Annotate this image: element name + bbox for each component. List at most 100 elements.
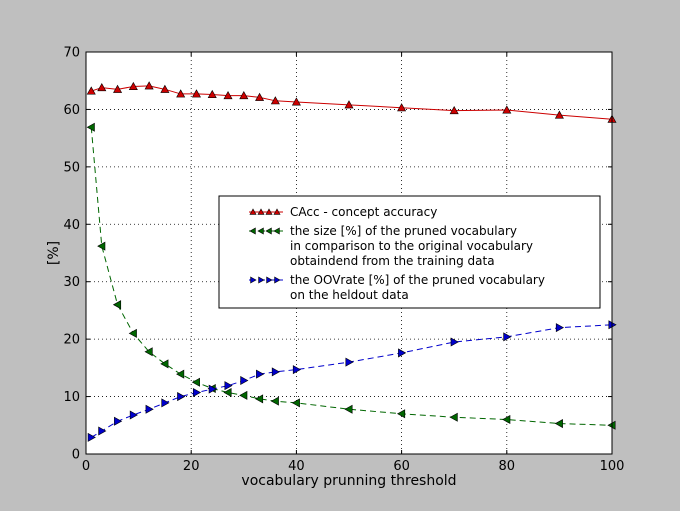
data-point-marker	[449, 105, 459, 115]
x-tick-label: 80	[499, 459, 516, 474]
legend-label: on the heldout data	[290, 288, 409, 302]
data-point-marker	[223, 91, 233, 100]
legend-entry-3: the OOVrate [%] of the pruned vocabulary…	[249, 273, 545, 302]
data-point-marker	[344, 404, 353, 414]
axis-ticks: 0 20 40 60 80 100 0 10 20 30 40 50 60 70	[63, 46, 624, 475]
y-tick-label: 40	[63, 218, 80, 233]
legend-entry-2: the size [%] of the pruned vocabularyin …	[249, 224, 533, 268]
legend-label: obtaindend from the training data	[290, 254, 495, 268]
data-point-marker	[345, 357, 354, 367]
data-point-marker	[128, 328, 137, 338]
data-point-marker	[555, 323, 565, 333]
data-point-marker	[160, 84, 170, 93]
series-line	[91, 85, 613, 120]
data-point-marker	[503, 332, 512, 342]
data-point-marker	[270, 396, 279, 406]
data-point-marker	[554, 110, 564, 119]
data-point-marker	[256, 369, 265, 379]
legend-marker	[250, 276, 257, 284]
y-tick-label: 50	[63, 160, 80, 175]
y-tick-label: 20	[63, 333, 80, 348]
data-point-marker	[128, 81, 138, 90]
legend-marker	[265, 208, 273, 215]
legend-label: CAcc - concept accuracy	[290, 205, 437, 219]
legend-marker	[273, 227, 280, 235]
data-point-marker	[144, 347, 153, 357]
data-point-marker	[97, 241, 106, 251]
data-point-marker	[207, 89, 217, 98]
legend-marker	[274, 276, 281, 284]
data-point-marker	[161, 398, 170, 408]
series-2	[86, 122, 616, 430]
legend-marker	[266, 276, 273, 284]
data-point-marker	[502, 415, 511, 425]
x-tick-label: 60	[393, 459, 410, 474]
y-tick-label: 0	[72, 448, 80, 463]
data-point-marker	[112, 300, 122, 310]
legend-box	[218, 195, 601, 309]
legend-label: the OOVrate [%] of the pruned vocabulary	[290, 273, 545, 287]
data-point-marker	[344, 100, 354, 109]
legend-marker	[249, 227, 256, 235]
legend-marker	[249, 208, 257, 215]
data-point-marker	[450, 337, 459, 347]
data-point-marker	[191, 89, 201, 98]
legend-marker	[258, 276, 265, 284]
legend: CAcc - concept accuracy the size [%] of t…	[218, 195, 601, 309]
data-point-marker	[145, 404, 154, 414]
data-point-marker	[291, 398, 300, 408]
legend-entry-1: CAcc - concept accuracy	[249, 205, 437, 219]
data-point-marker	[114, 416, 123, 426]
x-tick-label: 40	[288, 459, 305, 474]
data-point-marker	[398, 348, 407, 358]
legend-label: in comparison to the original vocabulary	[290, 239, 533, 253]
data-point-marker	[113, 84, 123, 93]
data-point-marker	[176, 89, 186, 98]
data-point-marker	[223, 388, 232, 398]
x-tick-label: 100	[600, 459, 625, 474]
y-tick-label: 30	[63, 275, 80, 290]
x-tick-label: 0	[82, 459, 90, 474]
data-point-marker	[396, 409, 406, 419]
data-point-marker	[239, 91, 249, 100]
data-point-marker	[270, 96, 280, 105]
data-point-marker	[86, 122, 95, 132]
data-point-marker	[271, 367, 280, 377]
data-point-marker	[397, 103, 407, 112]
legend-marker	[273, 208, 281, 215]
x-tick-label: 20	[183, 459, 200, 474]
data-point-marker	[97, 82, 107, 92]
data-point-marker	[291, 97, 301, 106]
data-point-marker	[449, 412, 458, 422]
y-tick-label: 10	[63, 390, 80, 405]
data-point-marker	[208, 384, 217, 394]
data-point-marker	[160, 359, 169, 369]
data-point-marker	[554, 419, 563, 429]
y-tick-label: 60	[63, 103, 80, 118]
data-point-marker	[254, 394, 264, 404]
data-point-marker	[129, 410, 138, 420]
legend-marker	[265, 227, 272, 235]
data-point-marker	[224, 381, 233, 391]
data-point-marker	[86, 86, 96, 95]
data-point-marker	[87, 432, 96, 442]
x-axis-label: vocabulary prunning threshold	[241, 473, 456, 489]
y-tick-label: 70	[63, 46, 80, 61]
plot-frame	[85, 51, 613, 455]
data-point-marker	[240, 375, 249, 385]
legend-marker	[257, 208, 265, 215]
series-3	[87, 320, 617, 442]
data-point-marker	[177, 392, 186, 402]
data-point-marker	[255, 92, 265, 101]
data-point-marker	[192, 388, 202, 398]
data-point-marker	[502, 105, 512, 114]
legend-marker	[257, 227, 264, 235]
legend-label: the size [%] of the pruned vocabulary	[290, 224, 517, 238]
y-axis-label: [%]	[46, 241, 62, 265]
data-point-marker	[292, 365, 302, 375]
series-1	[86, 81, 617, 123]
data-point-marker	[176, 369, 185, 379]
data-point-marker	[239, 390, 248, 400]
